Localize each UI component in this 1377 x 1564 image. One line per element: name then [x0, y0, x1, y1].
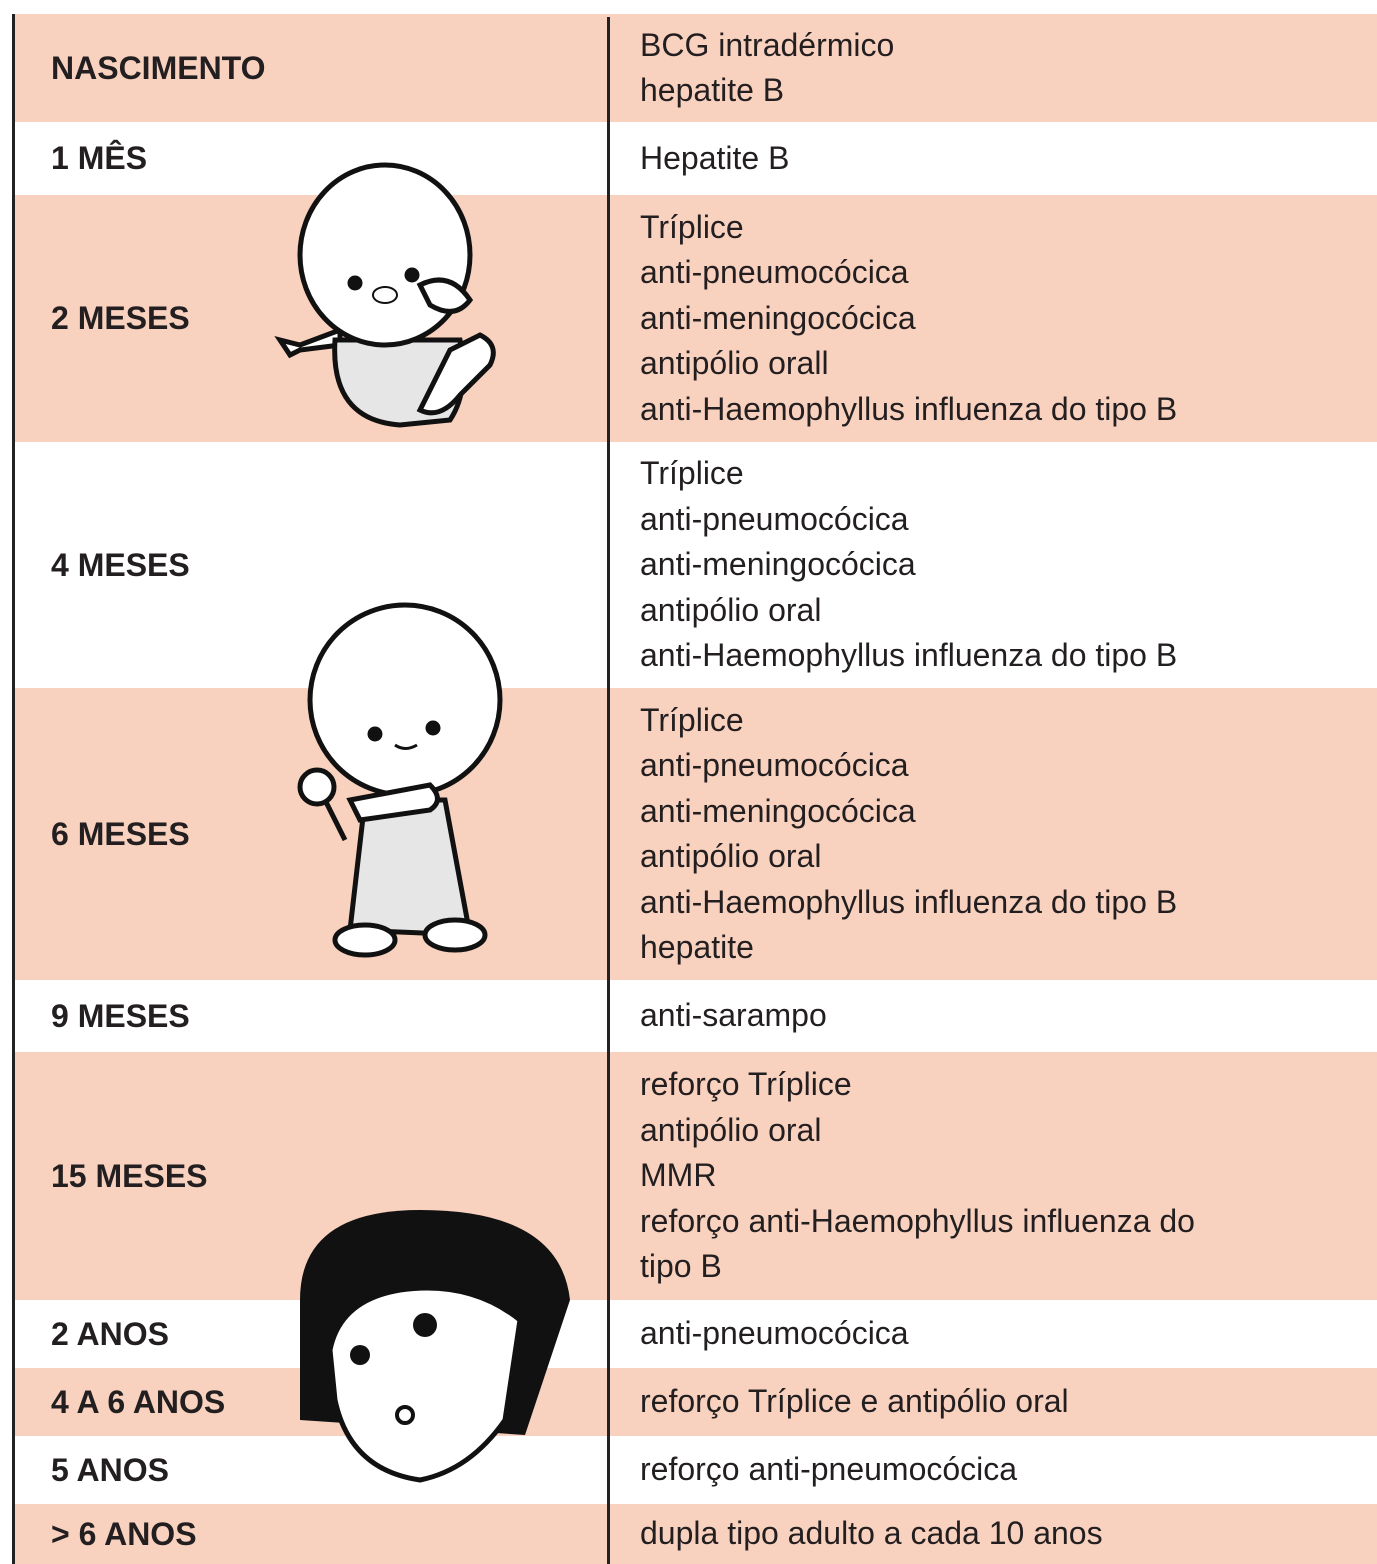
table-row: 2 MESES Tríplice anti-pneumocócica anti-men…	[15, 195, 1377, 442]
vaccine-line: reforço anti-pneumocócica	[640, 1451, 1018, 1488]
vaccine-line: antipólio oral	[640, 838, 822, 874]
vaccine-line: reforço Tríplice e antipólio oral	[640, 1383, 1069, 1420]
vaccine-line: anti-pneumocócica	[640, 500, 909, 537]
column-divider	[607, 17, 610, 1564]
vaccine-cell: reforço anti-pneumocócica	[640, 1436, 1377, 1504]
vaccine-line: anti-Haemophyllus influenza do tipo B	[640, 883, 1178, 920]
vaccine-line: tipo B	[640, 1248, 722, 1285]
vaccine-cell: reforço Tríplice e antipólio oral	[640, 1368, 1377, 1436]
table-row: NASCIMENTO BCG intradérmico hepatite B	[15, 14, 1377, 122]
vaccine-line: antipólio orall	[640, 345, 829, 382]
age-cell: > 6 ANOS	[51, 1515, 197, 1552]
table-row: 4 A 6 ANOS reforço Tríplice e antipólio o…	[15, 1368, 1377, 1436]
age-cell: 5 ANOS	[51, 1451, 169, 1488]
vaccine-cell: Hepatite B	[640, 122, 1377, 195]
table-row: 5 ANOS reforço anti-pneumocócica	[15, 1436, 1377, 1504]
vaccine-cell: Tríplice anti-pneumocócica anti-meningocóc…	[640, 195, 1377, 442]
vaccine-line: reforço Tríplice	[640, 1066, 852, 1103]
age-cell: 15 MESES	[51, 1157, 208, 1194]
table-row: 9 MESES anti-sarampo	[15, 980, 1377, 1052]
age-cell: 4 MESES	[51, 546, 190, 583]
vaccine-line: MMR	[640, 1157, 717, 1194]
vaccine-cell: Tríplice anti-pneumocócica anti-meningocóc…	[640, 442, 1377, 688]
age-cell: 2 MESES	[51, 300, 190, 336]
age-cell: 4 A 6 ANOS	[51, 1383, 226, 1420]
vaccine-line: Hepatite B	[640, 139, 790, 176]
table-row: 1 MÊS Hepatite B	[15, 122, 1377, 195]
vaccine-line: anti-meningocócica	[640, 792, 916, 829]
age-cell: 2 ANOS	[51, 1315, 169, 1352]
vaccine-line: anti-Haemophyllus influenza do tipo B	[640, 390, 1178, 427]
age-cell: 6 MESES	[51, 815, 190, 852]
vaccine-line: Tríplice	[640, 701, 744, 738]
table-row: 2 ANOS anti-pneumocócica	[15, 1300, 1377, 1368]
vaccine-line: anti-Haemophyllus influenza do tipo B	[640, 637, 1178, 674]
vaccine-line: hepatite	[640, 929, 754, 965]
vaccine-line: reforço anti-Haemophyllus influenza do	[640, 1202, 1195, 1239]
vaccine-cell: anti-sarampo	[640, 980, 1377, 1052]
vaccine-line: anti-meningocócica	[640, 546, 916, 583]
vaccine-line: Tríplice	[640, 455, 744, 492]
vaccine-line: anti-pneumocócica	[640, 1315, 909, 1352]
table-row: > 6 ANOS dupla tipo adulto a cada 10 anos	[15, 1504, 1377, 1564]
table-row: 6 MESES Tríplice anti-pneumocócica anti-men…	[15, 688, 1377, 980]
vaccine-line: hepatite B	[640, 72, 785, 108]
vaccine-line: BCG intradérmico	[640, 26, 895, 63]
age-cell: 9 MESES	[51, 997, 190, 1034]
vaccine-table: NASCIMENTO BCG intradérmico hepatite B 1 MÊ…	[12, 14, 1377, 1564]
age-cell: NASCIMENTO	[51, 49, 266, 86]
vaccine-cell: dupla tipo adulto a cada 10 anos	[640, 1504, 1377, 1564]
vaccine-line: anti-pneumocócica	[640, 254, 909, 291]
table-row: 4 MESES Tríplice anti-pneumocócica anti-men…	[15, 442, 1377, 688]
vaccine-line: anti-sarampo	[640, 997, 827, 1034]
vaccine-line: dupla tipo adulto a cada 10 anos	[640, 1515, 1103, 1552]
vaccine-cell: Tríplice anti-pneumocócica anti-meningocóc…	[640, 688, 1377, 980]
vaccine-cell: anti-pneumocócica	[640, 1300, 1377, 1368]
vaccine-cell: reforço Tríplice antipólio oral MMR reforço…	[640, 1052, 1377, 1300]
vaccine-line: Tríplice	[640, 208, 744, 245]
vaccine-line: antipólio oral	[640, 591, 822, 628]
vaccine-line: anti-meningocócica	[640, 299, 916, 336]
vaccine-cell: BCG intradérmico hepatite B	[640, 14, 1377, 122]
age-cell: 1 MÊS	[51, 140, 148, 176]
table-row: 15 MESES reforço Tríplice antipólio oral MM…	[15, 1052, 1377, 1300]
vaccine-line: antipólio oral	[640, 1111, 822, 1148]
vaccine-line: anti-pneumocócica	[640, 747, 909, 783]
